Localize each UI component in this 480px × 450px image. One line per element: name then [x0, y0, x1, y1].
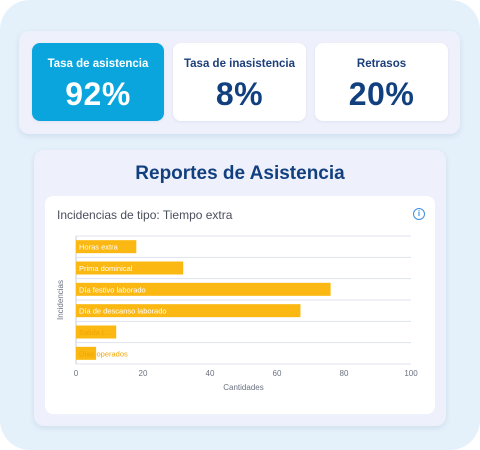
info-icon[interactable]: i	[413, 208, 425, 220]
bar-label: Horas extra	[79, 243, 119, 252]
y-axis-title: Incidencias	[56, 280, 65, 320]
x-tick-label: 100	[404, 369, 418, 378]
kpi-panel: Tasa de asistencia 92% Tasa de inasisten…	[19, 31, 460, 134]
kpi-label: Tasa de inasistencia	[183, 58, 295, 70]
bar	[76, 325, 117, 339]
x-tick-label: 60	[273, 369, 282, 378]
chart-heading: Incidencias de tipo: Tiempo extra	[57, 208, 233, 222]
kpi-value: 20%	[348, 76, 415, 112]
chart-card: Incidencias de tipo: Tiempo extra i Hora…	[45, 196, 435, 414]
kpi-card-absence-rate[interactable]: Tasa de inasistencia 8%	[173, 43, 306, 121]
bar-label: Día de descanso laborado	[79, 307, 167, 316]
kpi-value: 92%	[65, 76, 131, 112]
bar	[76, 346, 97, 360]
kpi-card-delays[interactable]: Retrasos 20%	[315, 43, 448, 121]
bar-label: Día festivo laborado	[79, 285, 146, 294]
x-tick-label: 40	[206, 369, 215, 378]
bar	[76, 304, 301, 318]
bar	[76, 240, 137, 254]
bar-label: Prima dominical	[79, 264, 133, 273]
bar-chart: Horas extra Prima dominical Día festivo la…	[56, 235, 418, 392]
bar-label: Días operados	[79, 349, 128, 358]
report-panel: Reportes de Asistencia Incidencias de ti…	[34, 150, 446, 426]
x-tick-label: 80	[340, 369, 349, 378]
kpi-label: Retrasos	[356, 58, 407, 70]
bar	[76, 261, 184, 275]
kpi-value: 8%	[215, 76, 264, 112]
bar-label: Salida t...	[79, 328, 110, 337]
kpi-label: Tasa de asistencia	[47, 58, 149, 70]
x-axis-title: Cantidades	[223, 383, 263, 392]
x-tick-label: 20	[139, 369, 148, 378]
kpi-card-attendance-rate[interactable]: Tasa de asistencia 92%	[32, 43, 164, 121]
report-title: Reportes de Asistencia	[135, 163, 345, 184]
x-tick-label: 0	[74, 369, 79, 378]
bar	[76, 282, 331, 296]
